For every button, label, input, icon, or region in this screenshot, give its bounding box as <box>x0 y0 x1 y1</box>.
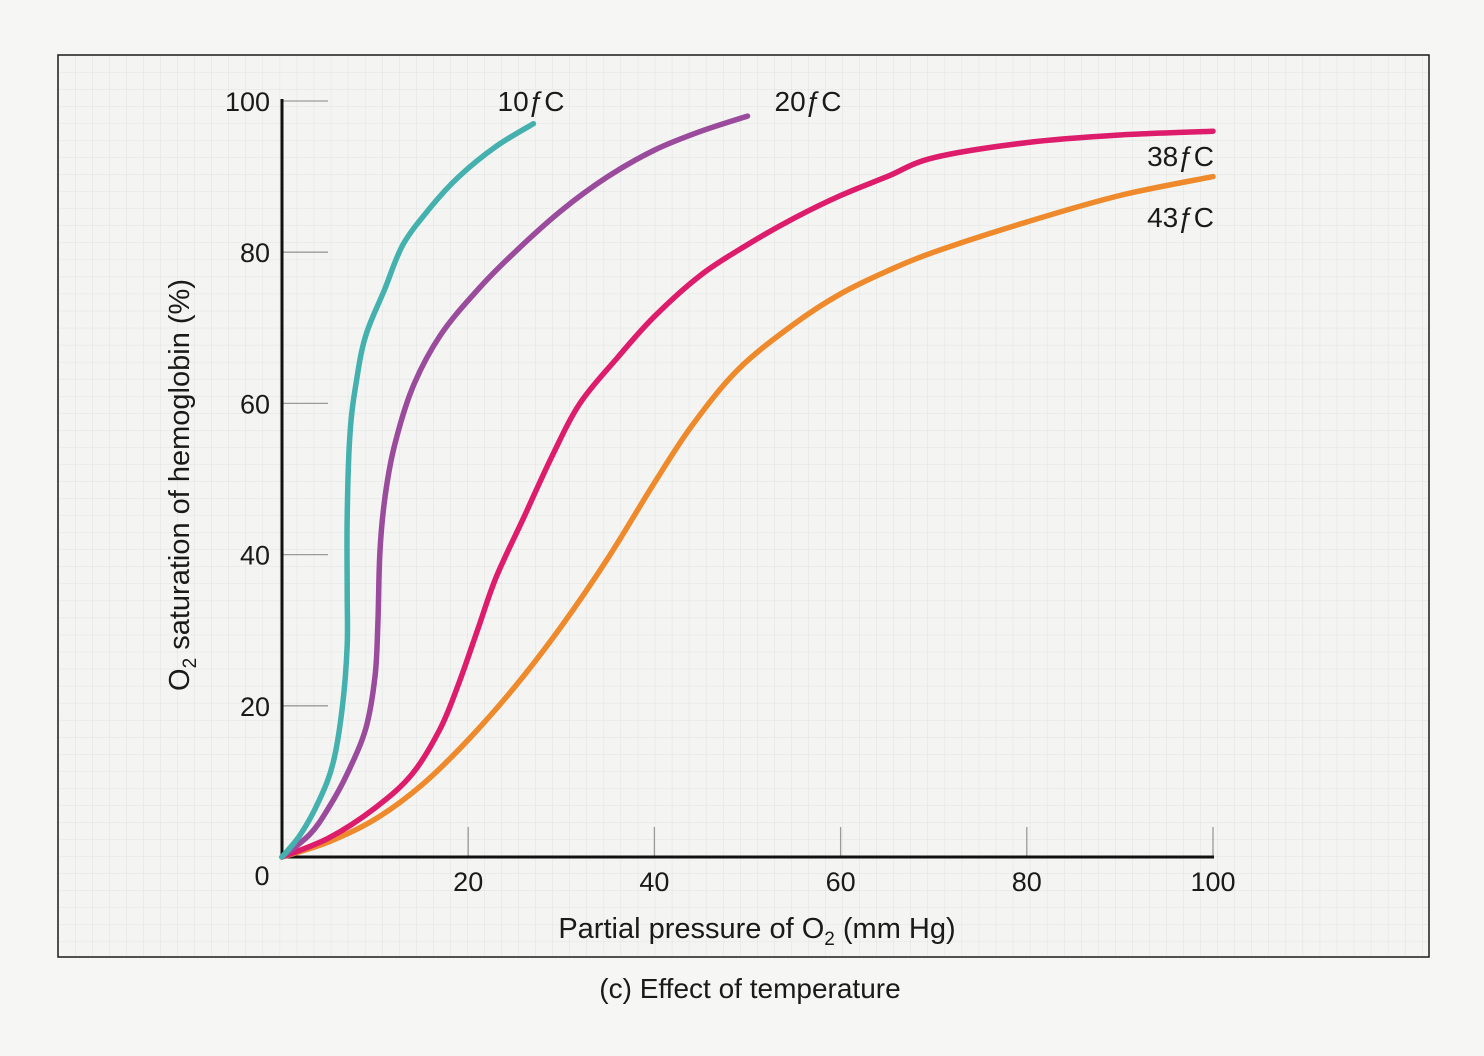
y-tick-label-20: 20 <box>240 692 270 722</box>
series-label-43c: 43ƒC <box>1147 202 1214 233</box>
x-axis-title-suffix: (mm Hg) <box>835 913 956 945</box>
series-line-20c <box>279 113 751 860</box>
series-line-10c <box>279 120 537 860</box>
x-tick-label-40: 40 <box>639 867 669 897</box>
y-tick-label-40: 40 <box>240 541 270 571</box>
series-label-38c: 38ƒC <box>1147 141 1214 172</box>
x-tick-label-20: 20 <box>453 867 483 897</box>
x-axis-ticks: 20 40 60 80 100 <box>453 827 1236 897</box>
series-group <box>279 113 1216 860</box>
series-line-43c <box>279 173 1216 860</box>
y-tick-label-80: 80 <box>240 238 270 268</box>
x-tick-label-100: 100 <box>1190 867 1235 897</box>
background-grid <box>59 56 1428 956</box>
x-tick-label-80: 80 <box>1012 867 1042 897</box>
y-axis-title: O2 saturation of hemoglobin (%) <box>164 279 201 691</box>
y-axis-title-subscript: 2 <box>180 658 201 669</box>
y-axis-ticks: 20 40 60 80 100 <box>225 87 328 722</box>
x-axis-title: Partial pressure of O2 (mm Hg) <box>558 913 955 950</box>
y-axis-title-suffix: saturation of hemoglobin (%) <box>164 279 196 658</box>
figure-caption: (c) Effect of temperature <box>599 973 900 1004</box>
y-axis-title-prefix: O <box>164 668 196 691</box>
x-tick-label-60: 60 <box>826 867 856 897</box>
origin-label: 0 <box>254 861 269 891</box>
series-label-10c: 10ƒC <box>498 86 565 117</box>
y-tick-label-60: 60 <box>240 389 270 419</box>
series-line-38c <box>279 128 1216 860</box>
x-axis-title-prefix: Partial pressure of O <box>558 913 824 945</box>
y-tick-label-100: 100 <box>225 87 270 117</box>
series-label-20c: 20ƒC <box>775 86 842 117</box>
x-axis-title-subscript: 2 <box>824 929 835 950</box>
